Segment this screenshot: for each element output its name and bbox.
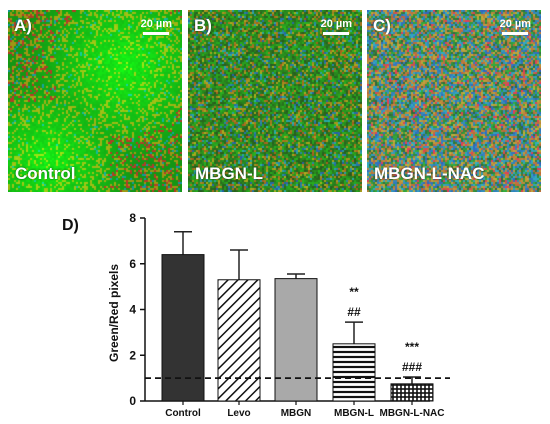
- y-tick-label: 6: [129, 257, 136, 271]
- panel-label-control: Control: [15, 164, 76, 183]
- y-tick-label: 0: [129, 394, 136, 408]
- scale-bar-b: 20 µm: [321, 18, 352, 35]
- y-tick-label: 2: [129, 348, 136, 362]
- y-tick-label: 8: [129, 211, 136, 225]
- bar-control: [161, 254, 205, 402]
- micrograph-image-mbgn-l: [188, 10, 362, 192]
- x-tick-label: MBGN-L: [334, 408, 374, 419]
- scale-bar-label: 20 µm: [320, 18, 352, 30]
- panel-label-mbgn-l-nac: MBGN-L-NAC: [374, 164, 485, 183]
- panel-letter-a: A): [14, 16, 32, 35]
- scale-bar-label: 20 µm: [140, 18, 172, 30]
- y-axis-label: Green/Red pixels: [107, 264, 121, 362]
- significance-label: ##: [347, 305, 361, 319]
- x-tick-label: MBGN-L-NAC: [380, 408, 445, 419]
- micrograph-panel-mbgn-l: B) 20 µm MBGN-L: [188, 10, 362, 192]
- significance-label: ###: [402, 360, 422, 374]
- bar-mbgn-l-nac: [390, 383, 434, 402]
- scale-bar-line: [143, 32, 170, 35]
- bar-mbgn-l: [332, 343, 376, 402]
- significance-label: **: [349, 285, 359, 299]
- bar-mbgn: [274, 278, 318, 402]
- micrograph-image-mbgn-l-nac: [367, 10, 541, 192]
- chart-panel-label: D): [62, 217, 79, 234]
- scale-bar-c: 20 µm: [500, 18, 531, 35]
- micrograph-image-control: [8, 10, 182, 192]
- scale-bar-a: 20 µm: [141, 18, 172, 35]
- plot-area: 0 2 4 6 8 Control Levo MBGN MBGN-L MBGN-L-NAC ## **…: [129, 211, 450, 419]
- bar-levo: [217, 279, 261, 402]
- x-tick-label: Levo: [227, 408, 250, 419]
- significance-label: ***: [405, 340, 419, 354]
- x-tick-label: MBGN: [281, 408, 312, 419]
- scale-bar-line: [502, 32, 529, 35]
- micrograph-panel-control: A) 20 µm Control: [8, 10, 182, 192]
- panel-letter-c: C): [373, 16, 391, 35]
- bar-chart: D) Green/Red pixels 0 2 4 6 8 Control Levo MBGN…: [62, 211, 450, 419]
- micrograph-panel-mbgn-l-nac: C) 20 µm MBGN-L-NAC: [367, 10, 541, 192]
- scale-bar-label: 20 µm: [499, 18, 531, 30]
- y-tick-label: 4: [129, 303, 136, 317]
- panel-letter-b: B): [194, 16, 212, 35]
- scale-bar-line: [323, 32, 350, 35]
- x-tick-label: Control: [165, 408, 201, 419]
- panel-label-mbgn-l: MBGN-L: [195, 164, 263, 183]
